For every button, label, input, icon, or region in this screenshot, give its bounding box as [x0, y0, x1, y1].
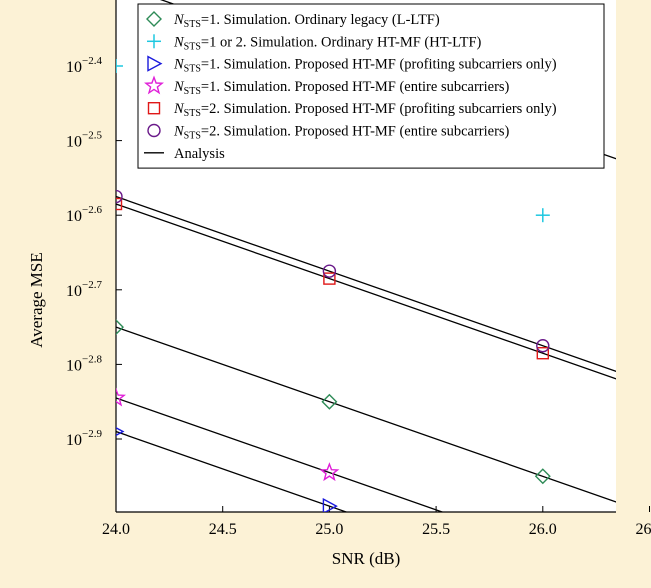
- y-tick-label-1: 10−2.5: [66, 130, 102, 151]
- legend-label-1: NSTS=1 or 2. Simulation. Ordinary HT-MF …: [173, 34, 482, 52]
- y-tick-label-2: 10−2.6: [66, 204, 102, 225]
- legend-label-2: NSTS=1. Simulation. Proposed HT-MF (prof…: [173, 57, 557, 75]
- legend-label-4: NSTS=2. Simulation. Proposed HT-MF (prof…: [173, 101, 557, 119]
- x-tick-label-2: 25.0: [315, 521, 343, 538]
- x-tick-label-4: 26.0: [529, 521, 557, 538]
- x-tick-label-0: 24.0: [102, 521, 130, 538]
- legend-label-5: NSTS=2. Simulation. Proposed HT-MF (enti…: [173, 124, 510, 142]
- y-tick-label-3: 10−2.7: [66, 279, 102, 300]
- legend-label-3: NSTS=1. Simulation. Proposed HT-MF (enti…: [173, 79, 510, 97]
- x-tick-label-5: 26.5: [636, 521, 651, 538]
- x-axis-label: SNR (dB): [332, 549, 400, 568]
- legend-label-0: NSTS=1. Simulation. Ordinary legacy (L-L…: [173, 12, 440, 30]
- y-axis-label: Average MSE: [27, 252, 46, 348]
- legend-label-6: Analysis: [174, 146, 225, 162]
- y-tick-label-4: 10−2.8: [66, 353, 102, 374]
- x-tick-label-3: 25.5: [422, 521, 450, 538]
- legend: NSTS=1. Simulation. Ordinary legacy (L-L…: [138, 4, 604, 168]
- x-tick-label-1: 24.5: [209, 521, 237, 538]
- y-tick-label-5: 10−2.9: [66, 428, 102, 449]
- y-tick-label-0: 10−2.4: [66, 55, 102, 76]
